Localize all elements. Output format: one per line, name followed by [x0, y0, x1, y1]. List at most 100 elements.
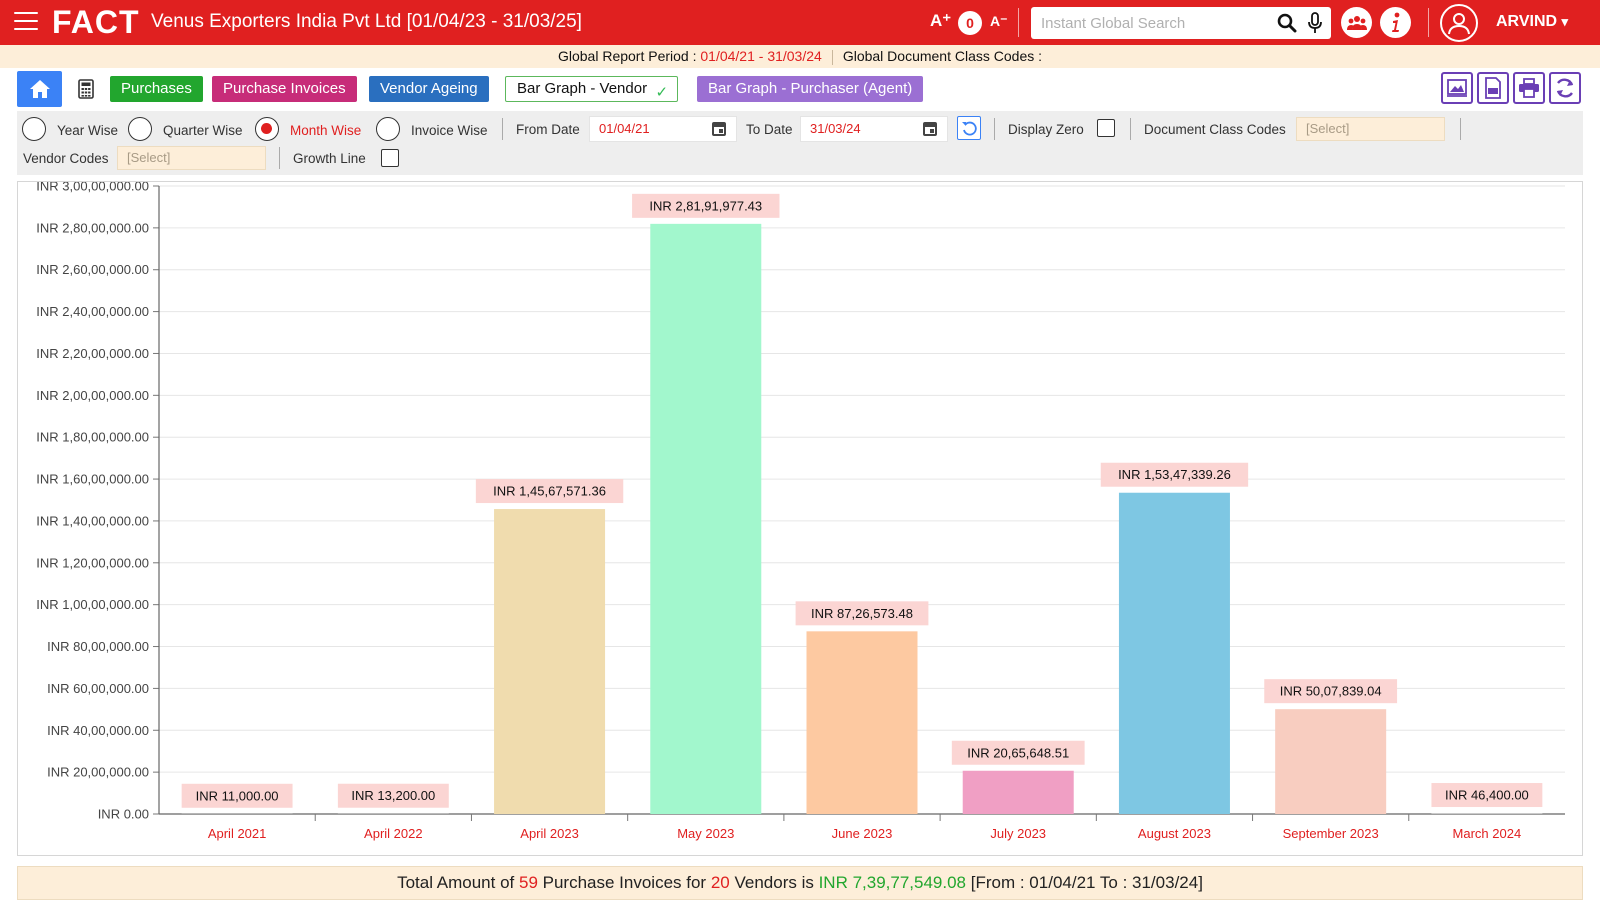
bar	[494, 509, 606, 814]
y-tick-label: INR 0.00	[98, 807, 149, 822]
info-icon	[1391, 12, 1399, 32]
invoice-wise-label: Invoice Wise	[411, 123, 488, 138]
data-label: INR 1,53,47,339.26	[1118, 467, 1231, 482]
global-search	[1031, 7, 1331, 39]
company-title: Venus Exporters India Pvt Ltd [01/04/23 …	[151, 11, 582, 32]
refresh-button[interactable]	[1549, 72, 1581, 104]
search-icon[interactable]	[1277, 13, 1297, 33]
y-tick-label: INR 1,40,00,000.00	[36, 513, 149, 528]
calendar-icon[interactable]	[923, 122, 937, 136]
bar-chart-svg: INR 0.00 INR 20,00,000.00 INR 40,00,000.00…	[36, 182, 1565, 841]
y-tick-label: INR 2,20,00,000.00	[36, 346, 149, 361]
data-label-bg	[795, 601, 929, 626]
global-search-input[interactable]	[1041, 14, 1271, 32]
doc-class-label: Global Document Class Codes :	[842, 48, 1043, 64]
growth-line-checkbox[interactable]	[381, 149, 399, 167]
filter-divider	[1460, 118, 1461, 140]
display-zero-checkbox[interactable]	[1097, 119, 1115, 137]
y-tick-label: INR 3,00,00,000.00	[36, 182, 149, 194]
vendor-codes-label: Vendor Codes	[23, 151, 109, 166]
menu-icon[interactable]	[14, 12, 38, 32]
radio-quarter-wise[interactable]	[128, 117, 152, 141]
printer-icon	[1519, 78, 1539, 98]
font-decrease-button[interactable]: A⁻	[990, 13, 1008, 29]
y-tick-label: INR 2,60,00,000.00	[36, 262, 149, 277]
font-increase-button[interactable]: A⁺	[930, 11, 952, 30]
data-label: INR 50,07,839.04	[1280, 684, 1382, 699]
y-tick-label: INR 80,00,000.00	[47, 639, 149, 654]
tab-purchase-invoices[interactable]: Purchase Invoices	[212, 76, 357, 102]
data-label-bg	[1431, 783, 1543, 808]
x-tick-label: April 2022	[364, 826, 423, 841]
data-label-bg	[1100, 462, 1249, 487]
tab-vendor-ageing[interactable]: Vendor Ageing	[369, 76, 489, 102]
year-wise-label: Year Wise	[57, 123, 119, 138]
data-label: INR 46,400.00	[1445, 788, 1529, 803]
tab-bar-graph-vendor[interactable]: Bar Graph - Vendor ✓	[505, 76, 679, 102]
data-label-bg	[951, 740, 1085, 765]
vendor-codes-select[interactable]: [Select]	[117, 146, 266, 170]
user-avatar[interactable]	[1440, 4, 1478, 42]
data-label: INR 11,000.00	[196, 788, 279, 803]
footer-prefix: Total Amount of	[397, 873, 519, 892]
x-tick-label: June 2023	[832, 826, 893, 841]
data-label: INR 20,65,648.51	[967, 745, 1069, 760]
data-label: INR 87,26,573.48	[811, 606, 913, 621]
footer-mid2: Vendors is	[729, 873, 819, 892]
bar	[1275, 709, 1387, 814]
reset-dates-button[interactable]	[957, 116, 981, 140]
y-tick-label: INR 1,80,00,000.00	[36, 430, 149, 445]
x-tick-label: May 2023	[677, 826, 734, 841]
home-button[interactable]	[17, 71, 62, 107]
image-icon	[1447, 79, 1467, 97]
radio-year-wise[interactable]	[22, 117, 46, 141]
filter-divider	[279, 147, 280, 169]
app-logo[interactable]: FACT	[52, 4, 140, 40]
y-tick-label: INR 1,00,00,000.00	[36, 597, 149, 612]
export-image-button[interactable]	[1441, 72, 1473, 104]
users-group-button[interactable]	[1341, 7, 1372, 38]
user-icon	[1448, 13, 1470, 35]
x-tick-label: August 2023	[1138, 826, 1211, 841]
y-tick-label: INR 1,20,00,000.00	[36, 555, 149, 570]
quarter-wise-label: Quarter Wise	[163, 123, 243, 138]
data-label: INR 1,45,67,571.36	[493, 484, 606, 499]
tab-bar-graph-purchaser[interactable]: Bar Graph - Purchaser (Agent)	[697, 76, 924, 102]
data-label-bg	[632, 193, 780, 218]
to-date-input[interactable]: 31/03/24	[800, 116, 948, 142]
radio-month-wise[interactable]	[255, 117, 279, 141]
print-button[interactable]	[1513, 72, 1545, 104]
y-tick-label: INR 2,40,00,000.00	[36, 304, 149, 319]
pdf-icon	[1485, 77, 1501, 99]
bar	[806, 631, 918, 814]
x-tick-label: September 2023	[1283, 826, 1379, 841]
data-label: INR 13,200.00	[351, 788, 435, 803]
refresh-icon	[1556, 78, 1574, 98]
calendar-icon[interactable]	[712, 122, 726, 136]
info-button[interactable]	[1380, 7, 1411, 38]
calculator-icon[interactable]	[78, 79, 94, 99]
export-pdf-button[interactable]	[1477, 72, 1509, 104]
doc-class-codes-select[interactable]: [Select]	[1296, 117, 1445, 141]
microphone-icon[interactable]	[1307, 12, 1323, 34]
radio-invoice-wise[interactable]	[376, 117, 400, 141]
filter-divider	[502, 118, 503, 140]
y-tick-label: INR 2,00,00,000.00	[36, 388, 149, 403]
bar	[1431, 813, 1543, 814]
y-tick-label: INR 40,00,000.00	[47, 723, 149, 738]
check-icon: ✓	[655, 84, 669, 101]
from-date-label: From Date	[516, 122, 580, 137]
global-period-bar: Global Report Period : 01/04/21 - 31/03/…	[0, 45, 1600, 68]
user-menu[interactable]: ARVIND ▾	[1496, 13, 1568, 31]
undo-icon	[962, 121, 977, 136]
user-name: ARVIND	[1496, 13, 1558, 30]
footer-mid1: Purchase Invoices for	[537, 873, 711, 892]
x-tick-label: July 2023	[990, 826, 1046, 841]
chevron-down-icon: ▾	[1561, 14, 1569, 29]
invoice-count: 59	[518, 873, 538, 892]
tab-purchases[interactable]: Purchases	[110, 76, 203, 102]
footer-suffix: [From : 01/04/21 To : 31/03/24]	[966, 873, 1203, 892]
display-zero-label: Display Zero	[1008, 122, 1084, 137]
filter-divider	[994, 118, 995, 140]
y-tick-label: INR 60,00,000.00	[47, 681, 149, 696]
